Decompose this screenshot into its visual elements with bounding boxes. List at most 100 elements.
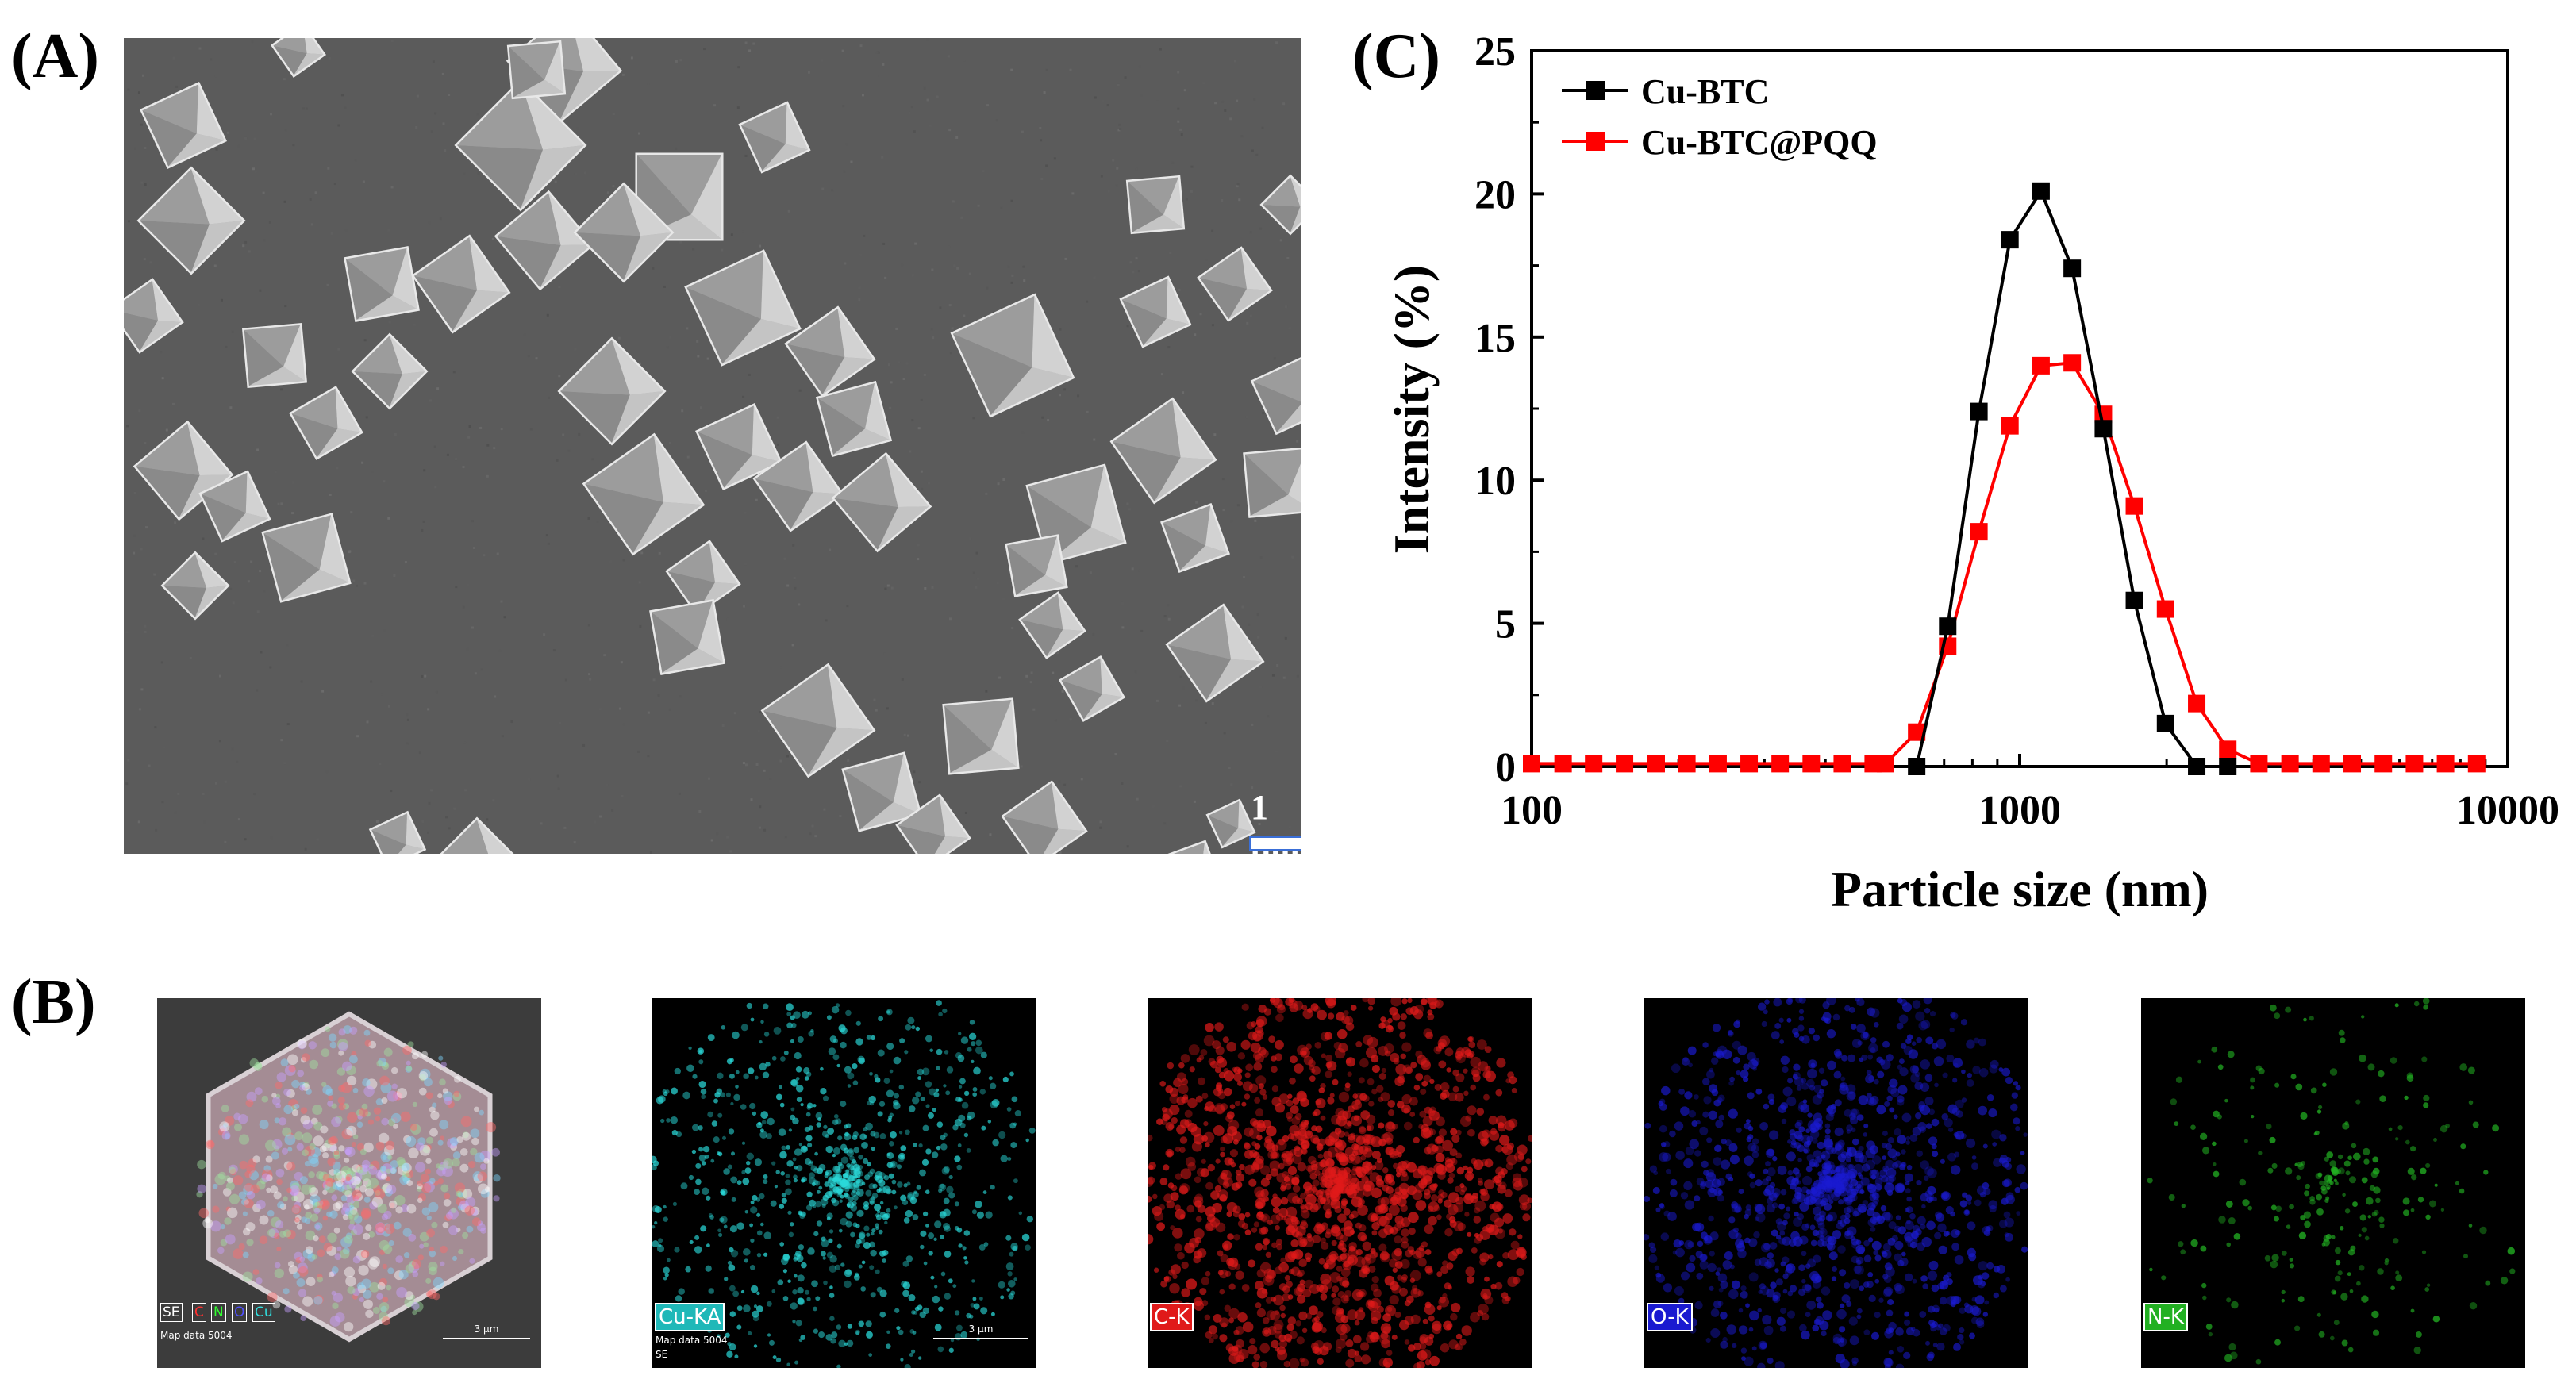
eds-signal-dot xyxy=(1769,1242,1778,1250)
eds-signal-dot xyxy=(1960,1133,1967,1139)
octahedral-crystal xyxy=(1205,798,1256,849)
eds-signal-dot xyxy=(1916,1036,1923,1043)
eds-signal-dot xyxy=(890,1131,897,1139)
eds-signal-dot xyxy=(740,1289,745,1294)
eds-signal-dot xyxy=(1848,1006,1855,1013)
eds-signal-dot xyxy=(438,1055,444,1061)
eds-signal-dot xyxy=(1909,1212,1916,1220)
eds-signal-dot xyxy=(1703,1235,1713,1245)
eds-signal-dot xyxy=(1259,1262,1271,1274)
eds-signal-dot xyxy=(1225,1270,1232,1277)
eds-signal-dot xyxy=(957,1055,965,1062)
eds-signal-dot xyxy=(353,1215,363,1224)
sem-noise xyxy=(920,398,923,402)
eds-signal-dot xyxy=(746,1161,751,1166)
eds-signal-dot xyxy=(1455,1247,1463,1254)
sem-noise xyxy=(1169,252,1172,255)
eds-signal-dot xyxy=(284,1305,292,1313)
eds-signal-dot xyxy=(313,1208,321,1214)
eds-signal-dot xyxy=(1792,1167,1800,1175)
eds-signal-dot xyxy=(479,1150,491,1162)
sem-noise xyxy=(1251,723,1254,726)
sem-noise xyxy=(383,480,386,483)
eds-signal-dot xyxy=(314,1222,323,1231)
octahedral-crystal xyxy=(942,697,1020,775)
eds-signal-dot xyxy=(1738,1308,1744,1313)
eds-signal-dot xyxy=(1866,1140,1875,1150)
eds-signal-dot xyxy=(1708,1215,1714,1222)
eds-signal-dot xyxy=(1417,1350,1428,1361)
eds-signal-dot xyxy=(332,1161,341,1170)
eds-signal-dot xyxy=(1297,1283,1305,1293)
eds-signal-dot xyxy=(979,1089,986,1095)
eds-signal-dot xyxy=(1924,1175,1929,1181)
eds-signal-dot xyxy=(1928,1320,1936,1326)
eds-signal-dot xyxy=(933,1220,942,1228)
sem-noise xyxy=(704,489,707,492)
eds-signal-dot xyxy=(783,1050,789,1055)
eds-signal-dot xyxy=(471,1217,481,1227)
eds-signal-dot xyxy=(1343,1166,1351,1174)
eds-signal-dot xyxy=(1371,1331,1379,1340)
eds-signal-dot xyxy=(1957,1333,1964,1341)
eds-signal-dot xyxy=(1000,1295,1005,1300)
eds-signal-dot xyxy=(1422,1170,1434,1181)
eds-signal-dot xyxy=(692,1074,698,1079)
eds-signal-dot xyxy=(1288,1358,1300,1368)
eds-signal-dot xyxy=(1234,1263,1241,1270)
eds-signal-dot xyxy=(1718,1287,1724,1293)
eds-signal-dot xyxy=(1859,1174,1864,1180)
eds-signal-dot xyxy=(1337,1213,1347,1223)
eds-signal-dot xyxy=(750,1200,755,1204)
eds-signal-dot xyxy=(1381,1339,1390,1349)
legend-chip-se: SE xyxy=(160,1303,183,1322)
eds-signal-dot xyxy=(375,1222,385,1231)
eds-signal-dot xyxy=(960,1331,968,1339)
eds-signal-dot xyxy=(1205,1181,1213,1190)
eds-signal-dot xyxy=(1911,1237,1918,1244)
eds-signal-dot xyxy=(1313,1321,1323,1332)
eds-signal-dot xyxy=(1689,1139,1699,1150)
eds-signal-dot xyxy=(1904,1173,1914,1182)
eds-signal-dot xyxy=(1496,1203,1504,1211)
eds-signal-dot xyxy=(245,1222,256,1232)
eds-signal-dot xyxy=(289,1185,300,1196)
sem-noise xyxy=(225,345,228,348)
eds-signal-dot xyxy=(242,1228,251,1236)
eds-signal-dot xyxy=(1323,1262,1329,1270)
eds-signal-dot xyxy=(1028,1127,1036,1134)
sem-noise xyxy=(474,672,477,675)
eds-signal-dot xyxy=(1809,1085,1816,1091)
eds-signal-dot xyxy=(1850,1108,1858,1116)
sem-noise xyxy=(948,245,951,248)
eds-signal-dot xyxy=(265,1155,273,1163)
sem-noise xyxy=(430,130,433,133)
eds-signal-dot xyxy=(1310,1068,1316,1074)
eds-signal-dot xyxy=(1809,1224,1816,1231)
eds-signal-dot xyxy=(800,1211,806,1217)
sem-noise xyxy=(202,537,205,540)
eds-signal-dot xyxy=(913,1310,917,1315)
eds-signal-dot xyxy=(1979,1191,1986,1198)
eds-signal-dot xyxy=(1237,1312,1248,1323)
eds-signal-dot xyxy=(797,1297,805,1306)
eds-signal-dot xyxy=(730,1176,738,1184)
eds-signal-dot xyxy=(879,1101,886,1107)
sem-noise xyxy=(564,678,567,682)
eds-signal-dot xyxy=(1872,1183,1882,1193)
eds-signal-dot xyxy=(1950,1012,1956,1018)
eds-signal-dot xyxy=(1934,1082,1939,1088)
eds-signal-dot xyxy=(829,1254,837,1263)
eds-signal-dot xyxy=(408,1147,419,1158)
eds-signal-dot xyxy=(1740,1070,1749,1078)
eds-signal-dot xyxy=(331,1116,342,1128)
octahedral-crystal xyxy=(1001,780,1088,854)
eds-signal-dot xyxy=(1497,1184,1506,1194)
eds-signal-dot xyxy=(322,1200,329,1207)
eds-signal-dot xyxy=(1884,1182,1894,1193)
eds-signal-dot xyxy=(1932,1151,1939,1158)
eds-signal-dot xyxy=(1223,1087,1232,1097)
eds-signal-dot xyxy=(741,1170,746,1174)
eds-signal-dot xyxy=(1508,1118,1518,1128)
sem-noise xyxy=(909,450,912,453)
